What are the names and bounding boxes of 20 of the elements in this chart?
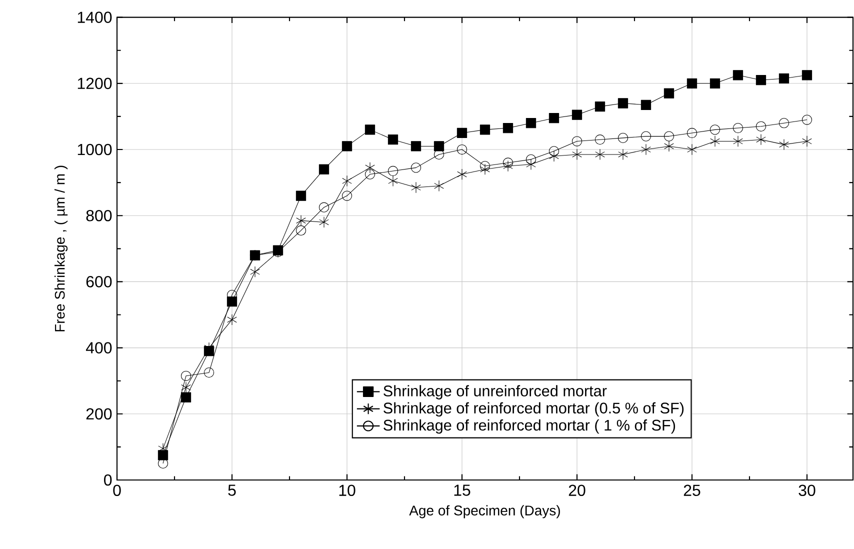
y-tick-label: 0	[104, 474, 112, 486]
legend-label: Shrinkage of reinforced mortar (0.5 % of SF)	[384, 402, 684, 417]
y-axis-title: Free Shrinkage , ( µm / m )	[54, 166, 68, 332]
x-tick-label: 5	[228, 484, 236, 496]
x-tick-label: 0	[113, 484, 121, 496]
x-tick-label: 30	[798, 484, 816, 496]
y-tick-label: 800	[86, 210, 112, 222]
x-tick-label: 20	[568, 484, 586, 496]
x-tick-label: 10	[339, 484, 356, 496]
x-axis-title: Age of Specimen (Days)	[409, 505, 560, 518]
legend-label: Shrinkage of reinforced mortar ( 1 % of SF)	[384, 419, 676, 434]
x-tick-label: 15	[454, 484, 470, 496]
y-tick-label: 1000	[78, 144, 112, 156]
y-tick-label: 200	[86, 408, 112, 420]
y-tick-label: 400	[86, 342, 112, 354]
legend-label: Shrinkage of unreinforced mortar	[384, 385, 607, 400]
y-tick-label: 1400	[78, 12, 112, 23]
y-tick-label: 1200	[78, 78, 112, 90]
y-tick-label: 600	[86, 276, 112, 288]
x-tick-label: 25	[684, 484, 700, 496]
